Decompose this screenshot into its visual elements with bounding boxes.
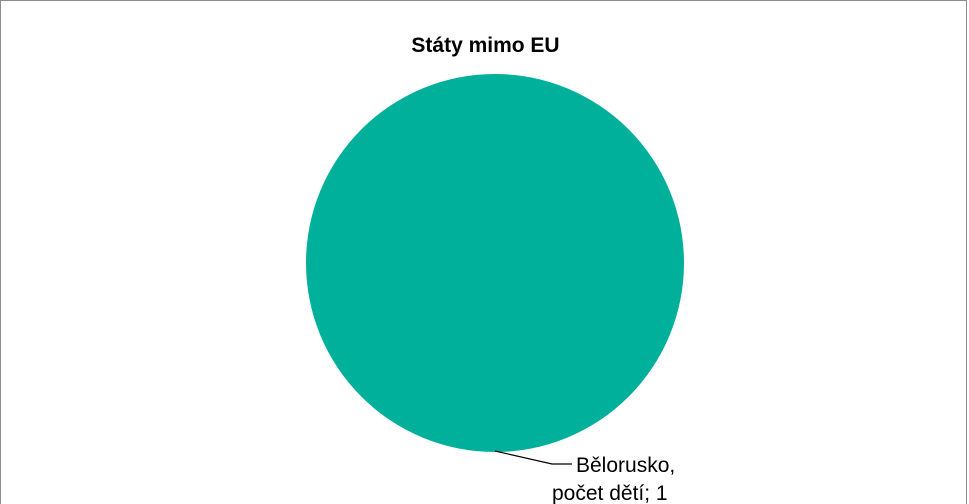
leader-line	[494, 450, 572, 465]
chart-title: Státy mimo EU	[411, 34, 560, 57]
data-label-line1: Bělorusko,	[576, 454, 675, 477]
pie-slices	[306, 74, 684, 452]
data-label-line2: počet dětí; 1	[552, 482, 668, 504]
pie-slice-bělorusko	[306, 74, 684, 452]
